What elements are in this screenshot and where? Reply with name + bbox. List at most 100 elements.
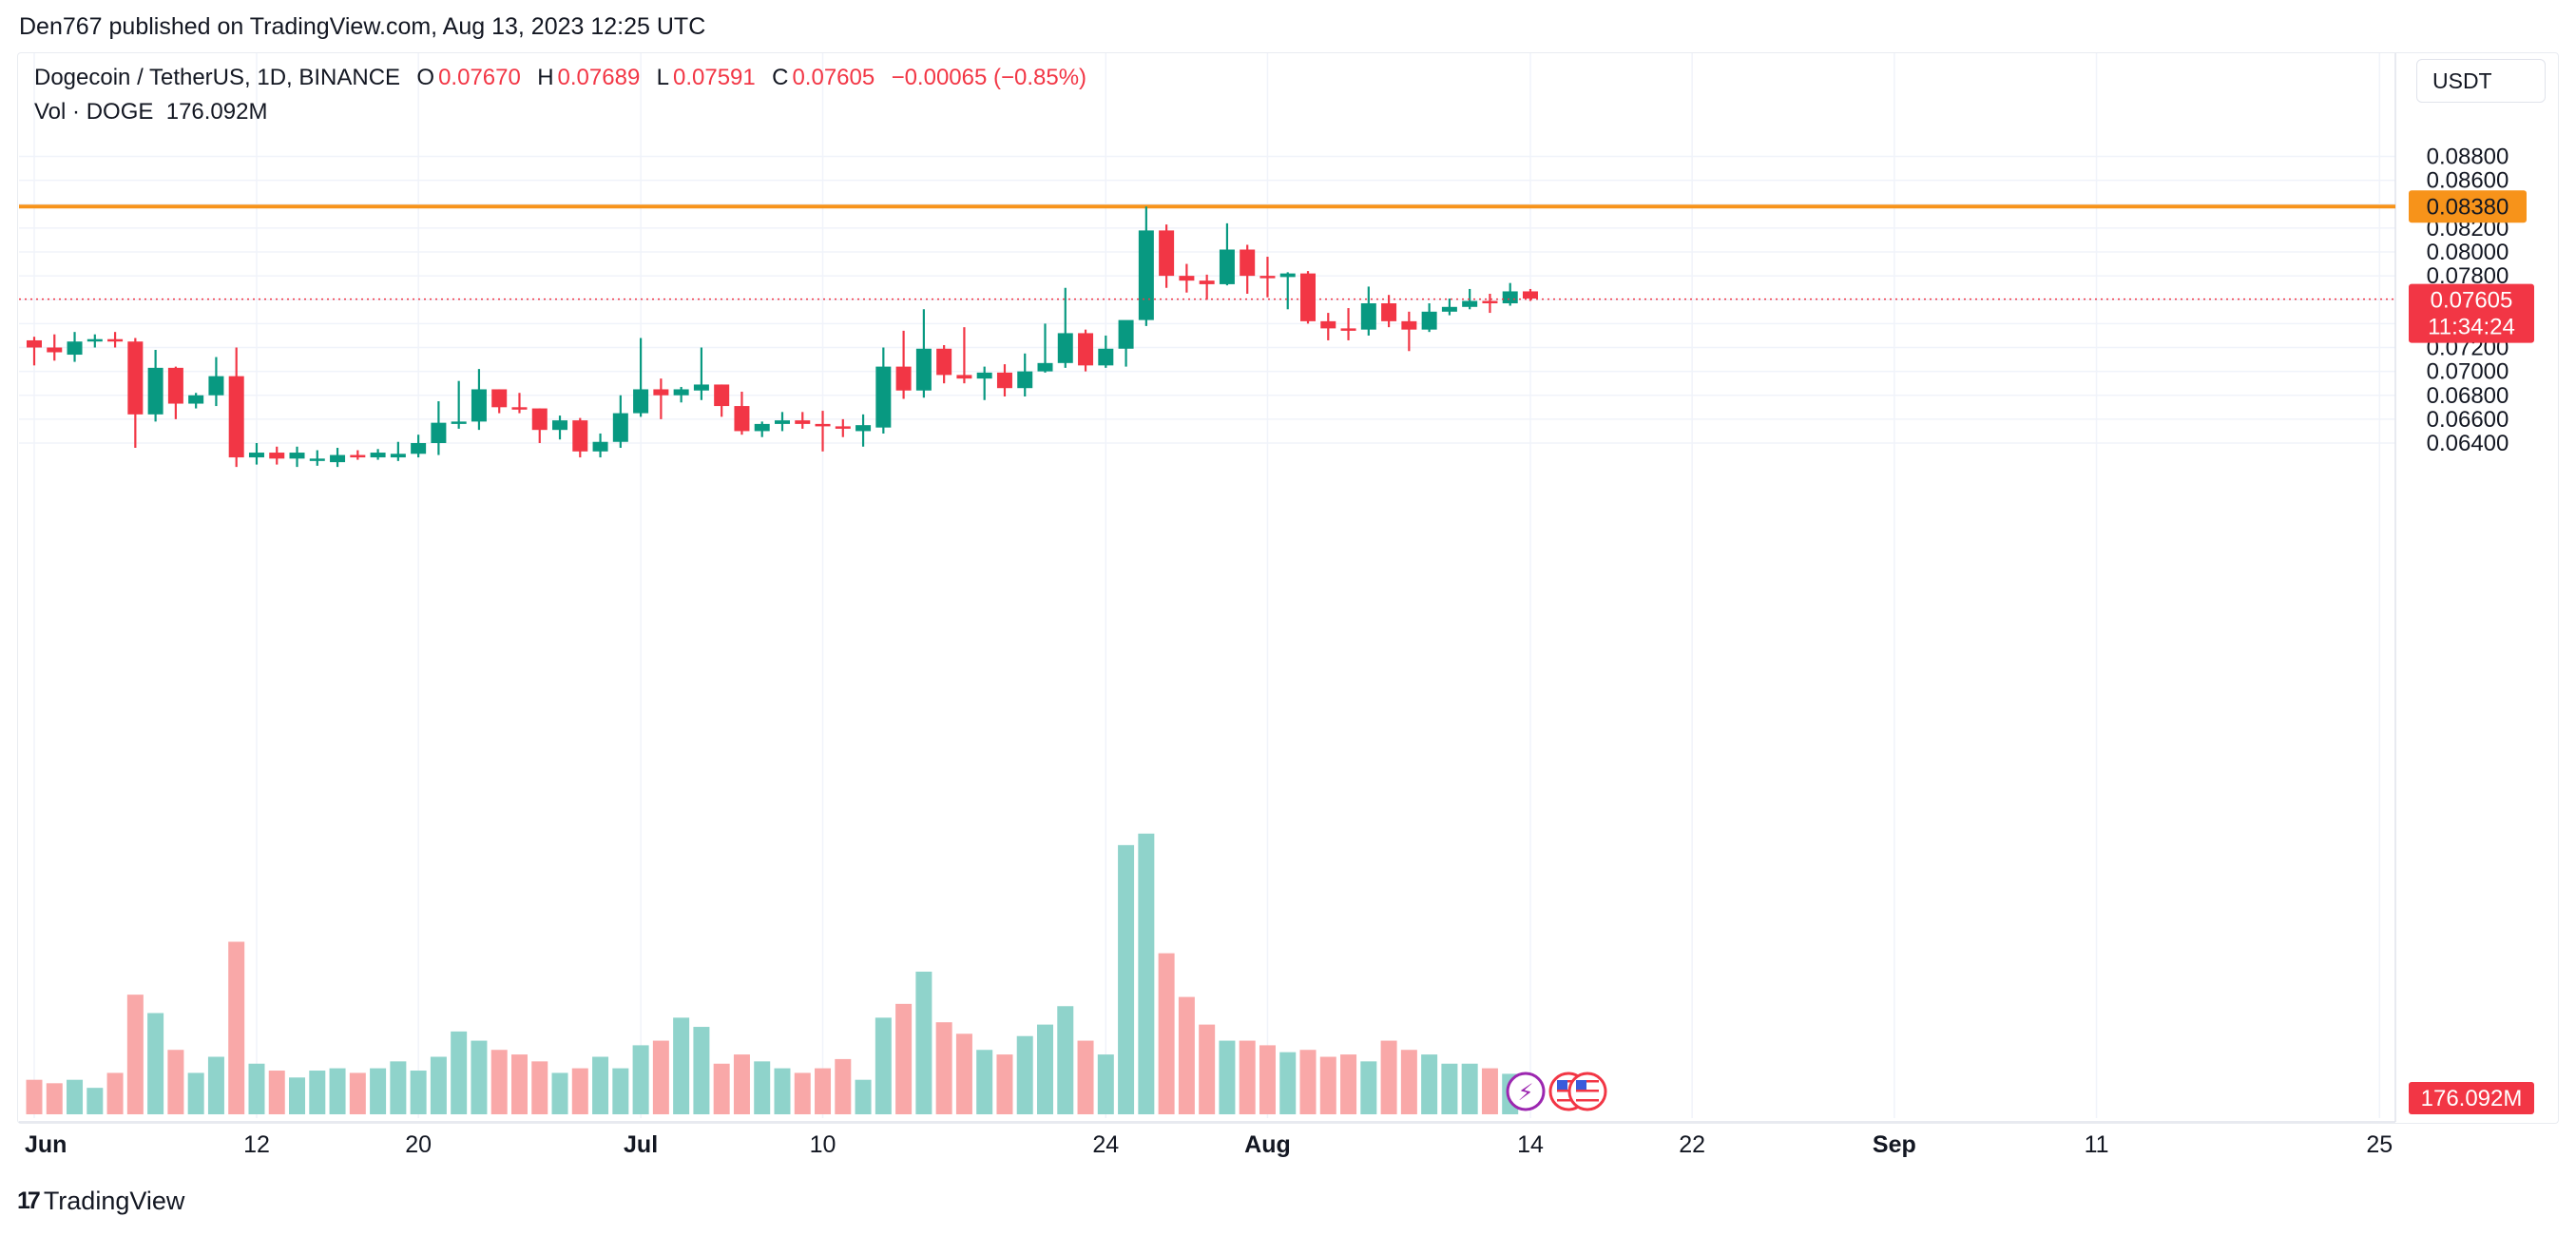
flag-stripe <box>1557 1080 1580 1083</box>
candle-body <box>1441 306 1457 312</box>
candle-body <box>1300 273 1317 321</box>
candle-body <box>612 413 628 442</box>
price-tick-label: 0.08000 <box>2427 240 2509 265</box>
candle-body <box>734 406 750 432</box>
volume-bar <box>471 1040 488 1114</box>
tradingview-brand-text: TradingView <box>43 1187 185 1215</box>
candle-body <box>309 458 325 461</box>
volume-bar <box>87 1088 104 1114</box>
time-tick-label: Jun <box>25 1131 67 1158</box>
volume-bar <box>1016 1035 1033 1114</box>
price-tick-label: 0.07000 <box>2427 359 2509 385</box>
flag-canton <box>1576 1080 1586 1090</box>
chart-frame <box>17 52 2559 1124</box>
symbol-label[interactable]: Dogecoin / TetherUS, 1D, BINANCE <box>34 65 401 90</box>
volume-bar <box>1279 1052 1297 1114</box>
volume-bar <box>713 1063 730 1114</box>
volume-bar <box>349 1072 366 1114</box>
candle-body <box>228 376 244 458</box>
volume-bar <box>289 1077 306 1114</box>
high-value: 0.07689 <box>557 65 641 90</box>
candle-body <box>895 366 912 391</box>
legend: Dogecoin / TetherUS, 1D, BINANCE O 0.0767… <box>34 65 1090 91</box>
volume-bar <box>187 1072 204 1114</box>
volume-bar <box>1421 1054 1438 1114</box>
volume-bar <box>329 1068 346 1114</box>
volume-bar <box>754 1061 771 1114</box>
volume-bar <box>26 1079 43 1114</box>
time-tick-label: 25 <box>2366 1131 2393 1158</box>
low-value: 0.07591 <box>673 65 756 90</box>
volume-bar <box>106 1072 124 1114</box>
candle-body <box>1037 362 1053 372</box>
candle-body <box>248 453 264 458</box>
candle-body <box>915 348 932 391</box>
flag-stripe <box>1576 1080 1599 1083</box>
candle-body <box>188 395 204 404</box>
candle-body <box>1502 291 1518 304</box>
low-label: L <box>656 65 669 90</box>
volume-bar <box>390 1061 407 1114</box>
volume-bar <box>1259 1045 1276 1114</box>
volume-bar <box>430 1056 447 1114</box>
volume-bar <box>1199 1024 1216 1114</box>
volume-bar <box>451 1031 468 1114</box>
candle-body <box>431 422 447 443</box>
volume-bar <box>815 1068 832 1114</box>
volume-badge <box>2409 1082 2534 1114</box>
candle-body <box>1401 320 1417 330</box>
candle-body <box>1279 273 1296 278</box>
candle-body <box>1259 276 1276 279</box>
candle-body <box>1017 371 1033 389</box>
volume-bar <box>46 1083 63 1114</box>
candle-body <box>1179 276 1195 281</box>
time-tick-label: 14 <box>1517 1131 1544 1158</box>
volume-bar <box>592 1056 609 1114</box>
price-tick-label: 0.06400 <box>2427 431 2509 456</box>
candle-body <box>1098 348 1114 366</box>
volume-bar <box>1380 1040 1397 1114</box>
volume-bar <box>875 1017 892 1114</box>
volume-bar <box>370 1068 387 1114</box>
volume-bar <box>1057 1006 1074 1114</box>
candle-body <box>815 423 831 427</box>
tradingview-logo[interactable]: 17 TradingView <box>17 1187 184 1216</box>
candle-body <box>1462 300 1478 307</box>
last-price-label: 0.07605 <box>2431 288 2513 314</box>
level-badge <box>2409 190 2527 223</box>
flag-stripe <box>1576 1099 1599 1102</box>
volume-bar <box>976 1050 993 1114</box>
candle-body <box>370 453 386 458</box>
candle-body <box>855 425 872 432</box>
candle-body <box>996 372 1012 389</box>
published-by-text: Den767 published on TradingView.com, Aug… <box>19 13 706 40</box>
candle-body <box>87 338 103 342</box>
price-tick-label: 0.06800 <box>2427 383 2509 409</box>
flag-stripe <box>1576 1090 1599 1092</box>
candle-body <box>208 376 224 396</box>
time-tick-label: Aug <box>1244 1131 1291 1158</box>
volume-bar <box>1299 1050 1317 1114</box>
candle-body <box>754 423 770 432</box>
flag-stripe <box>1557 1099 1580 1102</box>
candle-body <box>531 408 548 431</box>
volume-label[interactable]: Vol · DOGE <box>34 99 154 125</box>
volume-bar <box>1340 1054 1357 1114</box>
candle-body <box>936 348 952 376</box>
volume-bar <box>410 1071 427 1114</box>
time-tick-label: 10 <box>810 1131 836 1158</box>
candle-body <box>511 407 528 410</box>
time-tick-label: 11 <box>2085 1131 2109 1158</box>
currency-button[interactable]: USDT <box>2416 59 2546 103</box>
volume-bar <box>490 1050 508 1114</box>
volume-bar <box>126 995 144 1114</box>
candle-body <box>390 454 406 458</box>
candle-body <box>653 389 669 396</box>
volume-bar <box>895 1003 913 1114</box>
volume-bar <box>673 1017 690 1114</box>
open-label: O <box>416 65 435 90</box>
candle-body <box>1320 320 1336 329</box>
candle-body <box>1381 303 1397 321</box>
volume-legend: Vol · DOGE 176.092M <box>34 99 267 126</box>
